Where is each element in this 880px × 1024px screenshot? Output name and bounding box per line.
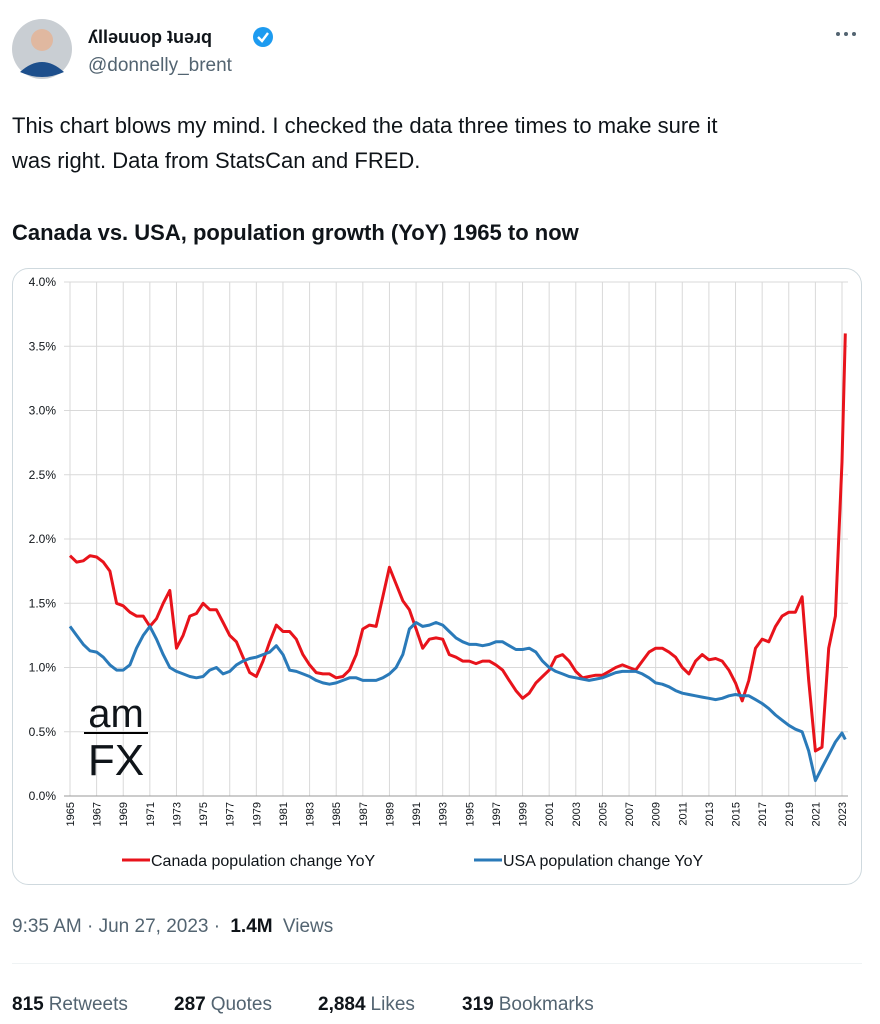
x-tick-label: 1997 xyxy=(491,802,503,826)
x-tick-label: 1975 xyxy=(198,802,210,826)
x-tick-label: 1999 xyxy=(518,802,530,826)
stats: 815 Retweets 287 Quotes 2,884 Likes 319 Bookmar… xyxy=(12,994,594,1015)
timestamp: 9:35 AM · Jun 27, 2023 · 1.4M Views xyxy=(12,916,333,937)
verified-badge xyxy=(253,27,273,47)
x-tick-label: 1995 xyxy=(464,802,476,826)
y-tick-label: 1.5% xyxy=(29,596,57,610)
y-tick-label: 1.0% xyxy=(29,661,57,675)
display-name[interactable]: ʎllǝuuop ʇuǝɹq xyxy=(88,27,212,47)
y-tick-label: 2.5% xyxy=(29,468,57,482)
stat-label: Retweets xyxy=(49,994,128,1015)
stat-label: Likes xyxy=(371,994,415,1015)
x-tick-label: 2023 xyxy=(837,802,849,826)
y-tick-label: 3.5% xyxy=(29,339,57,353)
x-tick-label: 1985 xyxy=(331,802,343,826)
stat-count: 287 xyxy=(174,994,206,1015)
chart-heading: Canada vs. USA, population growth (YoY) … xyxy=(12,220,580,245)
x-tick-label: 2001 xyxy=(544,802,556,826)
handle[interactable]: @donnelly_brent xyxy=(88,55,233,76)
verified-check xyxy=(257,32,269,43)
x-tick-label: 1965 xyxy=(65,802,77,826)
y-tick-label: 2.0% xyxy=(29,532,57,546)
tweet-text: was right. Data from StatsCan and FRED. xyxy=(11,148,420,173)
x-tick-label: 1973 xyxy=(171,802,183,826)
views-count: 1.4M xyxy=(230,916,272,937)
x-tick-label: 1987 xyxy=(358,802,370,826)
stat[interactable]: 319 Bookmarks xyxy=(462,994,594,1015)
stat-count: 2,884 xyxy=(318,994,366,1015)
x-tick-label: 2015 xyxy=(731,802,743,826)
series-line xyxy=(68,621,847,783)
x-tick-label: 1977 xyxy=(225,802,237,826)
x-tick-label: 1981 xyxy=(278,802,290,826)
x-tick-label: 2009 xyxy=(651,802,663,826)
tweet-text: This chart blows my mind. I checked the … xyxy=(12,113,718,138)
y-tick-label: 4.0% xyxy=(29,275,57,289)
stat-count: 815 xyxy=(12,994,44,1015)
logo-text: am xyxy=(88,692,144,736)
media-card[interactable] xyxy=(12,268,862,885)
x-tick-label: 2017 xyxy=(757,802,769,826)
x-tick-label: 1967 xyxy=(92,802,104,826)
series-line xyxy=(68,333,847,753)
more-menu[interactable] xyxy=(836,32,856,36)
stat-label: Bookmarks xyxy=(499,994,594,1015)
legend-label: USA population change YoY xyxy=(503,853,704,870)
x-tick-label: 1969 xyxy=(118,802,130,826)
stat-label: Quotes xyxy=(211,994,272,1015)
x-tick-label: 2011 xyxy=(677,802,689,826)
x-tick-label: 2007 xyxy=(624,802,636,826)
chart: 0.0% 0.5% 1.0% 1.5% 2.0% 2.5% 3.0% 3.5% 4.0% 1965… xyxy=(29,275,849,870)
stat-count: 319 xyxy=(462,994,494,1015)
x-tick-label: 1991 xyxy=(411,802,423,826)
x-tick-label: 2005 xyxy=(597,802,609,826)
x-tick-label: 1983 xyxy=(305,802,317,826)
time[interactable]: 9:35 AM · Jun 27, 2023 · xyxy=(12,916,220,937)
x-tick-label: 1979 xyxy=(251,802,263,826)
y-tick-label: 0.0% xyxy=(29,789,57,803)
y-tick-label: 3.0% xyxy=(29,404,57,418)
avatar-face xyxy=(31,29,53,51)
x-tick-label: 2013 xyxy=(704,802,716,826)
x-tick-label: 1993 xyxy=(438,802,450,826)
stat[interactable]: 2,884 Likes xyxy=(318,994,415,1015)
stat[interactable]: 815 Retweets xyxy=(12,994,128,1015)
logo-text: FX xyxy=(88,736,144,785)
avatar-shirt xyxy=(20,62,64,77)
x-tick-label: 1971 xyxy=(145,802,157,826)
x-tick-label: 1989 xyxy=(384,802,396,826)
views-label: Views xyxy=(283,916,333,937)
x-tick-label: 2003 xyxy=(571,802,583,826)
legend-label: Canada population change YoY xyxy=(151,853,376,870)
stat[interactable]: 287 Quotes xyxy=(174,994,272,1015)
x-tick-label: 2021 xyxy=(810,802,822,826)
y-tick-label: 0.5% xyxy=(29,725,57,739)
x-tick-label: 2019 xyxy=(784,802,796,826)
